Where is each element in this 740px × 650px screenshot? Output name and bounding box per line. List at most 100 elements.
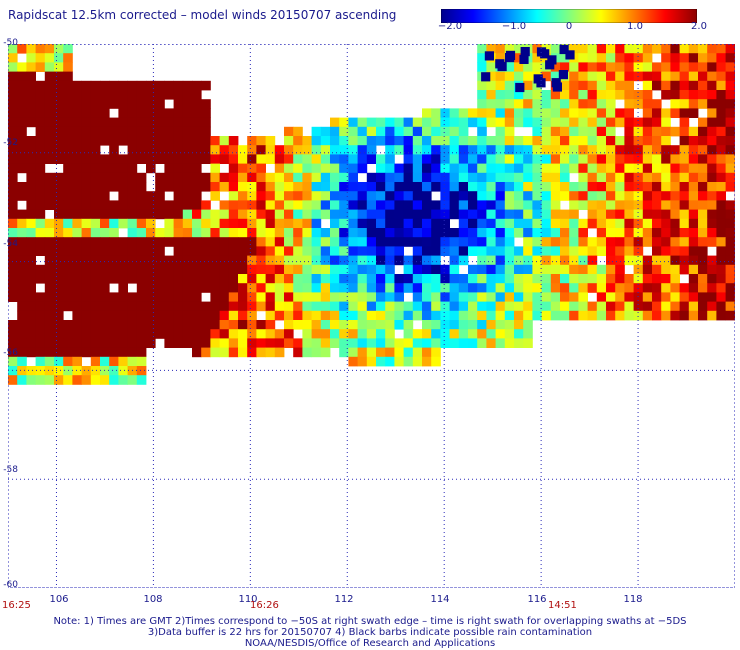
wind-cell (357, 182, 368, 192)
wind-cell (219, 347, 230, 358)
wind-cell (679, 255, 690, 266)
wind-cell (560, 301, 570, 312)
wind-cell (274, 338, 285, 348)
wind-cell (468, 301, 478, 312)
wind-cell (587, 117, 598, 128)
wind-cell (615, 80, 625, 91)
colorbar-gradient (441, 9, 697, 23)
wind-cell (523, 117, 533, 128)
wind-cell (514, 228, 524, 238)
wind-cell (661, 71, 671, 82)
wind-cell (532, 53, 542, 63)
wind-cell (357, 264, 368, 275)
wind-cell (118, 375, 128, 385)
wind-cell (90, 338, 101, 348)
wind-cell (550, 228, 561, 238)
wind-cell (127, 154, 138, 164)
wind-cell (541, 90, 552, 100)
wind-cell (422, 338, 432, 348)
wind-cell (192, 108, 202, 118)
wind-cell (54, 301, 64, 312)
wind-cell (440, 264, 450, 275)
wind-cell (366, 292, 377, 302)
wind-cell (366, 136, 377, 146)
wind-cell (44, 320, 55, 330)
wind-cell (8, 255, 18, 266)
wind-cell (201, 99, 211, 109)
wind-cell (81, 375, 92, 385)
wind-cell (606, 182, 616, 192)
wind-cell (339, 347, 349, 358)
wind-cell (72, 338, 82, 348)
wind-cell (376, 218, 386, 229)
wind-cell (173, 237, 184, 247)
wind-cell (707, 310, 717, 321)
wind-cell (228, 200, 239, 210)
wind-cell (164, 218, 174, 229)
wind-cell (293, 255, 303, 266)
wind-cell (320, 163, 331, 174)
wind-cell (284, 320, 294, 330)
wind-cell (238, 145, 248, 155)
wind-cell (228, 338, 239, 348)
wind-cell (118, 163, 128, 174)
wind-cell (238, 264, 248, 275)
wind-cell (504, 163, 515, 174)
wind-cell (698, 283, 708, 293)
wind-cell (440, 329, 450, 339)
wind-cell (412, 154, 423, 164)
wind-cell (587, 191, 598, 201)
wind-cell (652, 172, 662, 183)
wind-cell (468, 154, 478, 164)
wind-cell (541, 172, 552, 183)
wind-cell (449, 274, 460, 284)
wind-cell (385, 274, 395, 284)
wind-cell (247, 255, 257, 266)
wind-cell (35, 191, 46, 201)
wind-cell (440, 246, 450, 256)
wind-cell (449, 117, 460, 128)
wind-cell (477, 191, 487, 201)
wind-cell (54, 237, 64, 247)
wind-cell (219, 329, 230, 339)
wind-cell (679, 108, 690, 118)
wind-cell (652, 228, 662, 238)
wind-cell (302, 218, 312, 229)
wind-cell (247, 209, 257, 220)
wind-cell (238, 246, 248, 256)
wind-cell (118, 182, 128, 192)
wind-cell (311, 237, 322, 247)
wind-cell (532, 99, 542, 109)
wind-cell (403, 200, 414, 210)
wind-cell (652, 71, 662, 82)
wind-cell (541, 154, 552, 164)
wind-cell (284, 136, 294, 146)
wind-cell (8, 237, 18, 247)
wind-cell (596, 126, 607, 137)
wind-cell (587, 99, 598, 109)
wind-cell (274, 301, 285, 312)
wind-cell (210, 246, 220, 256)
wind-cell (412, 356, 423, 367)
wind-cell (624, 301, 634, 312)
wind-cell (320, 301, 331, 312)
wind-cell (155, 136, 165, 146)
wind-cell (238, 292, 248, 302)
wind-cell (486, 301, 496, 312)
wind-cell (136, 366, 147, 376)
wind-cell (219, 209, 230, 220)
wind-cell (615, 283, 625, 293)
wind-cell (173, 99, 184, 109)
wind-cell (54, 292, 64, 302)
wind-cell (256, 283, 266, 293)
wind-cell (642, 274, 653, 284)
wind-cell (311, 255, 322, 266)
wind-cell (477, 237, 487, 247)
wind-cell (54, 172, 64, 183)
wind-cell (468, 200, 478, 210)
wind-cell (81, 191, 92, 201)
wind-cell (192, 182, 202, 192)
wind-cell (8, 375, 18, 385)
wind-cell (136, 90, 147, 100)
wind-cell (256, 274, 266, 284)
